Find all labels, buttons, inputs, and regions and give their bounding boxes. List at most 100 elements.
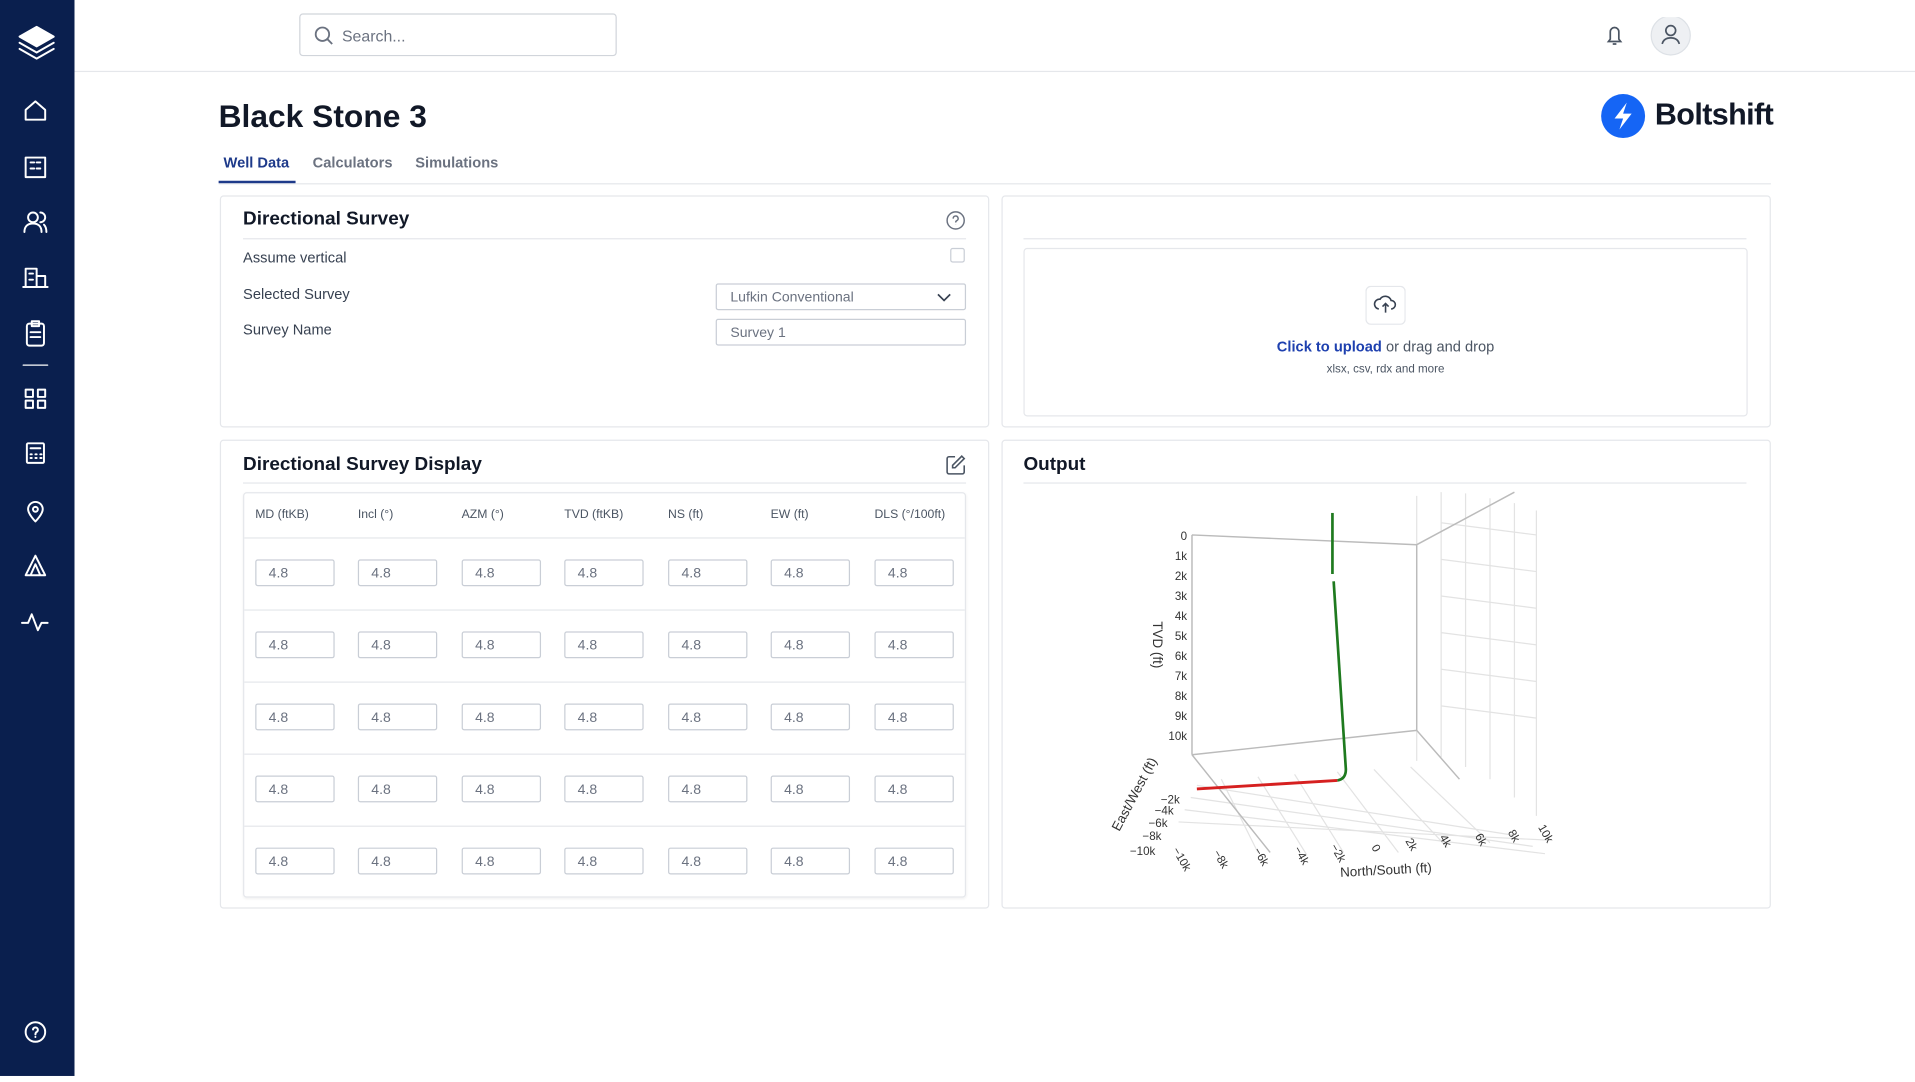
survey-name-input[interactable]: Survey 1 — [715, 318, 967, 346]
cell-input[interactable]: 4.8 — [668, 559, 748, 587]
cell-input[interactable]: 4.8 — [874, 631, 954, 659]
y-tick-label: −2k — [1161, 794, 1180, 807]
nav-clipboard[interactable] — [25, 320, 45, 347]
column-header: AZM (°) — [461, 508, 504, 522]
field-label: Selected Survey — [243, 285, 350, 303]
z-axis-title: TVD (ft) — [1150, 621, 1165, 668]
cell-input[interactable]: 4.8 — [770, 775, 851, 803]
tab[interactable]: Well Data — [223, 153, 290, 171]
cell-input[interactable]: 4.8 — [668, 847, 748, 875]
checkbox[interactable] — [950, 247, 965, 263]
cell-input[interactable]: 4.8 — [255, 847, 335, 875]
help-icon[interactable] — [945, 210, 966, 231]
cell-input[interactable]: 4.8 — [255, 559, 335, 587]
cell-input[interactable]: 4.8 — [874, 775, 954, 803]
nav-calculator[interactable] — [25, 442, 45, 464]
card-title: Directional Survey — [243, 208, 410, 230]
topbar — [74, 0, 1915, 73]
nav-flame[interactable] — [24, 554, 47, 577]
z-tick-label: 9k — [1175, 710, 1187, 723]
cell-input[interactable]: 4.8 — [255, 703, 335, 731]
x-tick-label: −6k — [1251, 845, 1272, 868]
nav-home[interactable] — [24, 100, 47, 121]
tab[interactable]: Simulations — [415, 153, 499, 171]
cell-input[interactable]: 4.8 — [874, 703, 954, 731]
survey-table: MD (ftKB) Incl (°) AZM (°) TVD (ftKB) NS (ft… — [243, 492, 967, 898]
nav-users[interactable] — [23, 211, 48, 234]
search-box[interactable]: Search... — [299, 13, 617, 57]
survey-card — [219, 195, 990, 428]
column-header: EW (ft) — [770, 508, 809, 522]
cell-input[interactable]: 4.8 — [564, 559, 644, 587]
output-card — [1001, 439, 1771, 909]
separator — [1023, 482, 1747, 484]
select-value: Lufkin Conventional — [730, 290, 854, 306]
sidebar — [0, 0, 75, 1076]
nav-grid[interactable] — [24, 388, 47, 409]
x-tick-label: 2k — [1402, 836, 1419, 853]
upload-link[interactable]: Click to upload — [1276, 338, 1382, 356]
cell-input[interactable]: 4.8 — [461, 631, 542, 659]
x-tick-label: −2k — [1328, 842, 1349, 865]
avatar[interactable] — [1650, 17, 1691, 56]
cell-input[interactable]: 4.8 — [461, 703, 542, 731]
row-border — [244, 537, 965, 539]
z-tick-label: 4k — [1175, 610, 1187, 623]
cell-input[interactable]: 4.8 — [461, 559, 542, 587]
page-title: Black Stone 3 — [218, 97, 427, 135]
brand-logo — [1601, 94, 1646, 139]
cell-input[interactable]: 4.8 — [668, 775, 748, 803]
cell-input[interactable]: 4.8 — [668, 703, 748, 731]
search-icon — [314, 26, 333, 45]
upload-caption: or drag and drop — [1385, 338, 1495, 356]
nav-company[interactable] — [22, 267, 49, 288]
x-axis-title: North/South (ft) — [1340, 860, 1432, 880]
z-tick-label: 10k — [1168, 730, 1187, 743]
cell-input[interactable]: 4.8 — [770, 703, 851, 731]
brand-name: Boltshift — [1654, 97, 1774, 132]
tab[interactable]: Calculators — [312, 153, 393, 171]
nav-location[interactable] — [27, 501, 44, 523]
cell-input[interactable]: 4.8 — [357, 703, 438, 731]
cell-input[interactable]: 4.8 — [357, 559, 438, 587]
cell-input[interactable]: 4.8 — [874, 559, 954, 587]
x-tick-label: 8k — [1505, 828, 1522, 845]
plot-axes — [1191, 491, 1515, 853]
cell-input[interactable]: 4.8 — [770, 847, 851, 875]
cell-input[interactable]: 4.8 — [564, 703, 644, 731]
chevron — [937, 293, 951, 302]
cell-input[interactable]: 4.8 — [357, 847, 438, 875]
notifications[interactable] — [1606, 26, 1623, 45]
logo[interactable] — [18, 25, 55, 60]
cell-input[interactable]: 4.8 — [770, 631, 851, 659]
separator — [243, 482, 967, 484]
row-border — [244, 825, 965, 827]
z-tick-label: 5k — [1175, 630, 1187, 643]
cell-input[interactable]: 4.8 — [255, 631, 335, 659]
edit-icon[interactable] — [945, 454, 966, 475]
survey-select[interactable]: Lufkin Conventional — [715, 283, 967, 311]
cell-input[interactable]: 4.8 — [461, 775, 542, 803]
x-tick-label: 6k — [1472, 831, 1489, 848]
cell-input[interactable]: 4.8 — [874, 847, 954, 875]
upload-hint: xlsx, csv, rdx and more — [1326, 362, 1445, 377]
cell-input[interactable]: 4.8 — [564, 847, 644, 875]
cell-input[interactable]: 4.8 — [770, 559, 851, 587]
cell-input[interactable]: 4.8 — [357, 775, 438, 803]
cell-input[interactable]: 4.8 — [255, 775, 335, 803]
cell-input[interactable]: 4.8 — [564, 631, 644, 659]
z-tick-label: 0 — [1181, 530, 1187, 543]
cell-input[interactable]: 4.8 — [564, 775, 644, 803]
help[interactable] — [24, 1021, 47, 1043]
plot-grid — [1178, 492, 1552, 856]
cell-input[interactable]: 4.8 — [668, 631, 748, 659]
nav-activity[interactable] — [21, 613, 49, 632]
dropzone[interactable] — [1023, 247, 1748, 417]
cell-input[interactable]: 4.8 — [461, 847, 542, 875]
nav-building[interactable] — [24, 156, 47, 179]
card-title: Output — [1023, 454, 1086, 476]
cell-input[interactable]: 4.8 — [357, 631, 438, 659]
x-tick-label: −4k — [1291, 844, 1312, 867]
